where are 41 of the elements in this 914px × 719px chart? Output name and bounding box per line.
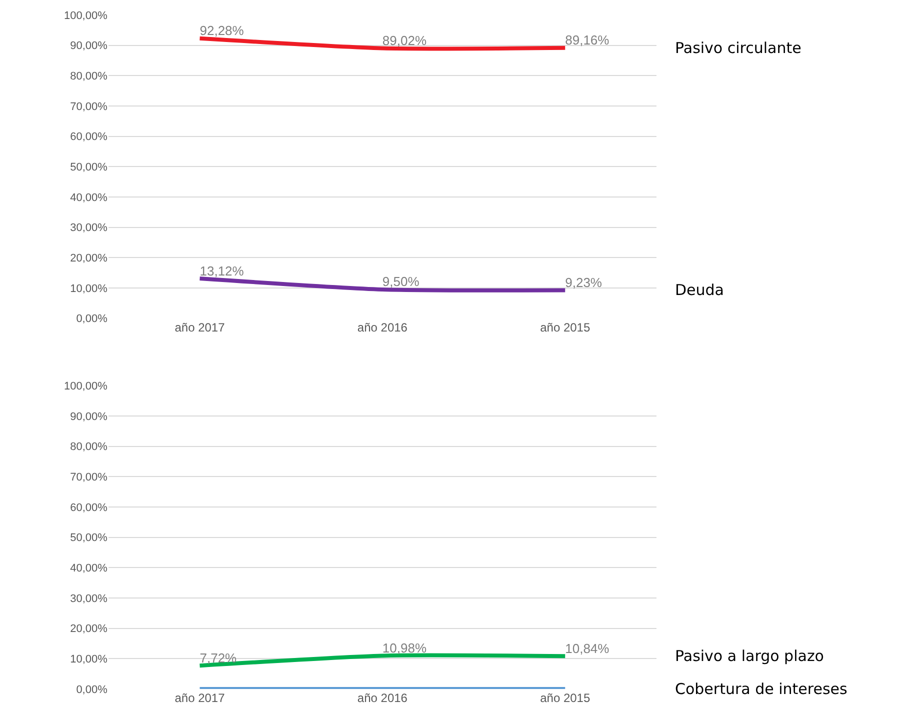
- y-tick-label: 40,00%: [70, 192, 108, 204]
- y-tick-label: 20,00%: [70, 252, 108, 264]
- x-tick-label: año 2016: [357, 320, 408, 334]
- data-label: 89,16%: [565, 32, 610, 48]
- text: Pasivo circulante: [675, 39, 802, 57]
- y-tick-label: 70,00%: [70, 472, 108, 484]
- data-label: 9,50%: [382, 274, 420, 290]
- data-label: 13,12%: [200, 263, 244, 278]
- x-tick-label: año 2017: [174, 320, 226, 334]
- y-tick-label: 60,00%: [70, 502, 108, 514]
- y-tick-label: 0,00%: [76, 684, 108, 696]
- data-label: 9,23%: [565, 275, 602, 290]
- y-tick-label: 90,00%: [70, 40, 108, 52]
- y-tick-label: 90,00%: [70, 410, 108, 423]
- y-tick-label: 30,00%: [70, 592, 108, 605]
- x-tick-label: año 2017: [174, 691, 226, 705]
- y-tick-label: 10,00%: [70, 654, 108, 666]
- y-tick-label: 30,00%: [70, 222, 108, 234]
- data-label: 10,98%: [382, 640, 427, 656]
- y-tick-label: 70,00%: [70, 100, 108, 113]
- y-tick-label: 50,00%: [70, 162, 108, 174]
- y-tick-label: 80,00%: [70, 70, 108, 83]
- y-tick-label: 60,00%: [70, 131, 108, 144]
- y-tick-label: 0,00%: [76, 313, 108, 326]
- data-label: 92,28%: [200, 23, 244, 38]
- text: Pasivo a largo plazo: [675, 647, 824, 665]
- y-tick-label: 100,00%: [64, 380, 108, 393]
- x-tick-label: año 2015: [540, 691, 590, 705]
- x-tick-label: año 2015: [540, 320, 590, 334]
- y-tick-label: 100,00%: [64, 10, 108, 22]
- text: Deuda: [675, 281, 724, 299]
- y-tick-label: 80,00%: [70, 441, 108, 454]
- y-tick-label: 50,00%: [70, 532, 108, 544]
- text: Cobertura de intereses: [675, 680, 848, 698]
- data-label: 89,02%: [382, 33, 427, 48]
- x-tick-label: año 2016: [357, 691, 408, 705]
- y-tick-label: 40,00%: [70, 562, 108, 575]
- data-label: 7,72%: [200, 650, 238, 666]
- y-tick-label: 20,00%: [70, 623, 108, 636]
- data-label: 10,84%: [565, 640, 610, 656]
- y-tick-label: 10,00%: [70, 282, 108, 295]
